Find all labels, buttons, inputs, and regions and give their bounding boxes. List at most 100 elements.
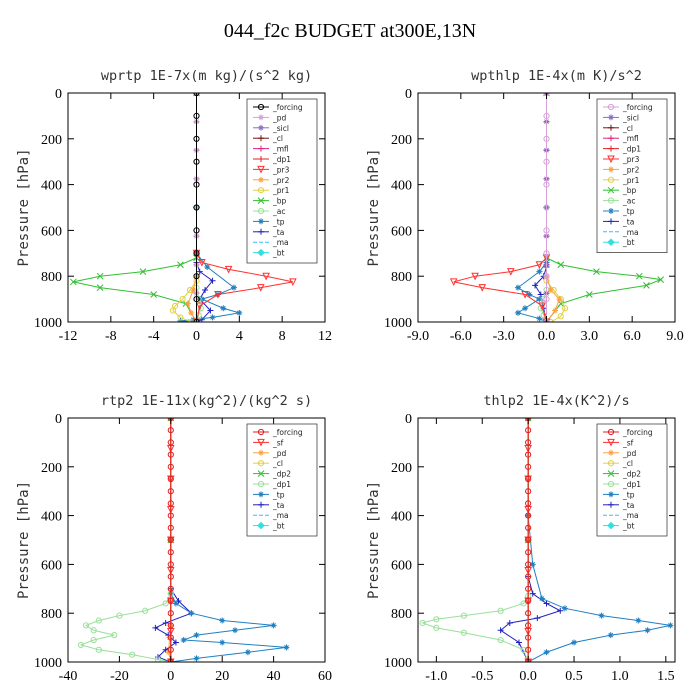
panel-0-point-ta [202, 286, 209, 293]
panel-3-legend-label: _bt [622, 522, 635, 531]
panel-2-line-tp [170, 418, 287, 662]
panel-3-point-ta [543, 600, 550, 607]
panel-1-point-pr3 [478, 284, 487, 292]
panel-3-point-ta [506, 619, 513, 626]
panel-3-legend-marker [608, 501, 614, 508]
panel-1-legend-entry-ma: _ma [603, 228, 639, 237]
panel-0-point-bp [177, 261, 184, 269]
panel-2-ytick-label: 200 [41, 461, 62, 476]
panel-2-point-tp [283, 644, 290, 651]
panel-3-point-dp1 [433, 624, 440, 631]
panel-3-point-dp1 [520, 646, 527, 653]
panel-0-legend-label: _ma [272, 238, 289, 247]
panel-2-line-dp1 [79, 418, 172, 662]
panel-3-point-dp1 [460, 629, 467, 636]
panel-3-legend-label: _sf [622, 438, 634, 447]
panel-2-point-tp [172, 600, 179, 607]
panel-2-point-tp [193, 655, 200, 662]
panel-0-legend-label: _pd [272, 113, 287, 122]
panel-2-point-dp1 [116, 612, 123, 619]
panel-3-point-forcing [525, 646, 532, 653]
panel-0-point-bp [70, 278, 77, 286]
panel-2-point-forcing [167, 549, 174, 556]
panel-2-point-pd [166, 634, 173, 641]
panel-2-point-dp1 [90, 636, 97, 644]
panel-1-point-pr3 [471, 272, 479, 281]
panel-0-point-tp [209, 314, 216, 321]
panel-3-ytick-label: 400 [391, 510, 412, 525]
panel-3-legend-entry-bt: _bt [603, 522, 635, 531]
chart-rtp2: rtp2 1E-11x(kg^2)/(kg^2 s) Pressure [hPa]… [16, 393, 332, 684]
panel-1-point-bp [643, 282, 650, 289]
panel-2-ytick-label: 600 [41, 558, 62, 573]
panel-1-legend: _forcing_sicl _cl_mfl _dp1_pr3_pr2 _pr1_bp _… [596, 98, 668, 254]
panel-0-legend-entry-bp: _bp [253, 197, 287, 206]
panel-0-legend-label: _bt [272, 249, 285, 258]
panel-0-legend-marker [257, 248, 265, 257]
panel-3-point-forcing [525, 622, 532, 629]
panel-1-xtick-label: -9.0 [407, 329, 429, 344]
panel-2-point-dp1 [154, 656, 162, 662]
panel-0-legend-label: _pr3 [272, 165, 290, 174]
panel-0-legend-label: _bp [272, 197, 287, 206]
panel-3-xtick-label: 0.5 [565, 669, 583, 684]
panel-0-point-forcing [193, 112, 200, 120]
panel-0-point-tp [198, 296, 205, 303]
panel-0-ytick-label: 0 [55, 87, 62, 102]
panel-0-point-bp [96, 284, 104, 292]
panel-1-title: wpthlp 1E-4x(m K)/s^2 [471, 68, 642, 84]
panel-2-legend-entry-ma: _ma [253, 511, 289, 520]
panel-3-point-forcing [525, 475, 532, 483]
panel-1-legend-label: _forcing [622, 103, 653, 112]
panel-3-point-tp [538, 595, 545, 602]
panel-1-legend-entry-pr3: _pr3 [603, 155, 640, 164]
panel-1-series-pr3 [449, 93, 551, 322]
panel-1-line-pr3 [453, 93, 547, 322]
panel-1-xtick-label: -3.0 [493, 329, 515, 344]
panel-3-legend-marker [607, 438, 615, 447]
panel-1-legend-marker [607, 103, 615, 111]
panel-2-point-forcing [167, 634, 174, 641]
panel-3-legend-label: _tp [622, 490, 635, 499]
panel-2-point-tp [193, 632, 200, 639]
panel-0-legend-entry-ta: _ta [253, 228, 284, 237]
panel-1-point-pr3 [538, 302, 547, 311]
panel-3-legend-entry-ma: _ma [603, 511, 639, 520]
panel-1-point-forcing [543, 158, 550, 165]
panel-0-point-forcing [193, 135, 200, 142]
panel-2-ytick-label: 0 [55, 412, 62, 427]
panel-0-point-tp [220, 305, 227, 312]
panel-1-point-tp [514, 284, 521, 291]
panel-2-point-forcing [167, 500, 174, 507]
panel-1-point-tp [522, 305, 529, 312]
panel-1-point-pr1 [561, 305, 569, 312]
panel-1-legend-marker [608, 114, 614, 121]
panel-2-ytick-label: 800 [41, 607, 62, 622]
panel-1-legend-label: _pr3 [622, 155, 640, 164]
panel-3-point-ta [529, 590, 536, 597]
panel-0-ytick-label: 1000 [34, 316, 62, 331]
panel-2-series-tp [167, 418, 290, 662]
panel-1-ytick-label: 800 [391, 270, 412, 285]
panel-3-title: thlp2 1E-4x(K^2)/s [483, 393, 629, 409]
panel-0-legend-marker [257, 103, 265, 111]
panel-3-legend-label: _ma [622, 511, 639, 520]
panel-0-legend-marker [257, 165, 265, 174]
panel-0-point-pr1 [179, 296, 186, 303]
panel-1-legend-entry-tp: _tp [603, 207, 635, 216]
panel-2-point-ta [152, 624, 159, 631]
panel-3-legend-label: _dp2 [622, 470, 641, 479]
panel-0-legend-entry-pr3: _pr3 [253, 165, 290, 174]
panel-2-legend-label: _pd [272, 449, 287, 458]
panel-2-legend-marker [257, 480, 265, 488]
panel-1-point-tp [514, 309, 521, 316]
panel-0-legend-box [246, 98, 318, 264]
panel-3-series-tp [525, 418, 674, 662]
panel-0-legend-label: _tp [272, 217, 285, 226]
panel-3-ytick-label: 600 [391, 558, 412, 573]
panel-0-point-pr1 [177, 314, 184, 321]
panel-0-point-bp [96, 272, 104, 280]
panel-0-xtick-label: -12 [59, 329, 78, 344]
panel-2-legend-marker [258, 491, 264, 498]
panel-3-point-forcing [525, 610, 532, 617]
